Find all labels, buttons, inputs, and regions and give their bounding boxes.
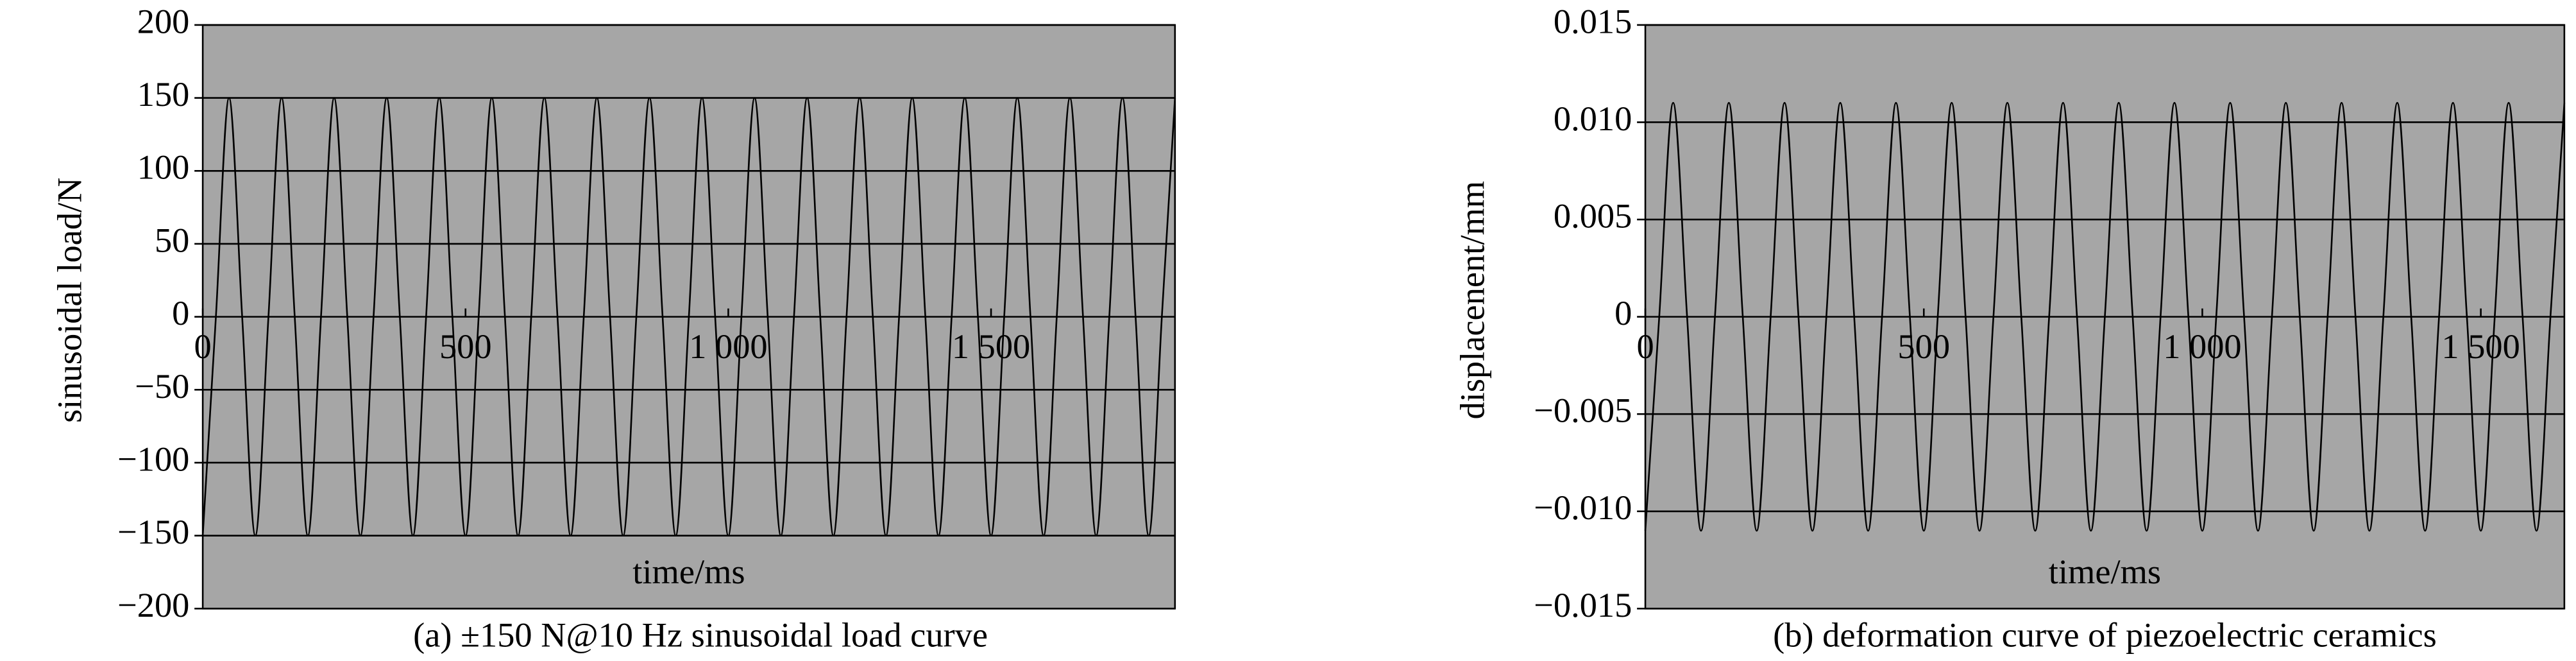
x-tick-label: 1 000 xyxy=(689,327,767,366)
y-tick-label: 50 xyxy=(155,221,189,259)
y-tick-label: −0.010 xyxy=(1534,488,1632,527)
y-tick-label: 0 xyxy=(172,294,189,332)
x-tick-label: 0 xyxy=(194,327,211,366)
y-tick-label: −50 xyxy=(135,367,189,406)
x-tick-label: 500 xyxy=(1897,327,1950,366)
x-tick-label: 1 000 xyxy=(2163,327,2241,366)
data-line xyxy=(1644,101,2566,532)
y-tick-label: 200 xyxy=(137,2,190,40)
y-axis-label: displacenent/mm xyxy=(1453,181,1491,420)
y-tick-label: 0 xyxy=(1614,294,1632,332)
y-tick-label: −0.005 xyxy=(1534,391,1632,430)
y-tick-label: −200 xyxy=(117,586,189,624)
y-tick-label: 0.010 xyxy=(1554,99,1632,138)
x-tick-label: 1 500 xyxy=(952,327,1030,366)
x-tick-label: 500 xyxy=(439,327,492,366)
y-tick-label: 100 xyxy=(137,148,190,187)
caption: (b) deformation curve of piezoelectric c… xyxy=(1773,615,2437,654)
x-axis-label: time/ms xyxy=(632,553,745,591)
y-tick-label: 0.015 xyxy=(1554,2,1632,40)
y-tick-label: −150 xyxy=(117,513,189,551)
y-tick-label: −100 xyxy=(117,440,189,478)
x-tick-label: 0 xyxy=(1636,327,1654,366)
x-axis-label: time/ms xyxy=(2049,553,2161,591)
y-tick-label: 150 xyxy=(137,75,190,114)
y-axis-label: sinusoidal load/N xyxy=(50,178,89,423)
x-tick-label: 1 500 xyxy=(2441,327,2520,366)
data-line xyxy=(201,97,1176,537)
y-tick-label: −0.015 xyxy=(1534,586,1632,624)
caption: (a) ±150 N@10 Hz sinusoidal load curve xyxy=(413,615,988,654)
y-tick-label: 0.005 xyxy=(1554,197,1632,236)
